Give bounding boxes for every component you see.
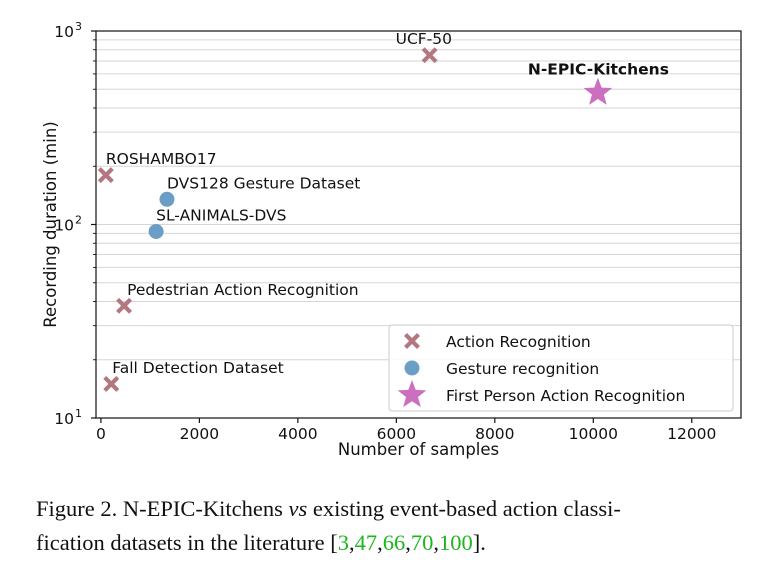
point-label: DVS128 Gesture Dataset [167, 174, 360, 192]
y-axis-label: Recording duration (min) [41, 121, 60, 327]
caption-vs: vs [288, 496, 308, 521]
citation-ref[interactable]: 70 [410, 530, 434, 555]
cross-marker [421, 47, 438, 64]
legend-marker [397, 380, 427, 408]
legend-label: Action Recognition [446, 333, 591, 351]
x-tick-label: 10000 [569, 425, 618, 443]
caption-line-2: fication datasets in the literature [3,4… [36, 530, 486, 555]
legend-label: First Person Action Recognition [446, 387, 685, 405]
legend-label: Gesture recognition [446, 360, 599, 378]
circle-marker [159, 191, 175, 207]
point-label: SL-ANIMALS-DVS [156, 207, 286, 225]
caption-line2-before: fication datasets in the literature [ [36, 530, 338, 555]
figure-caption: Figure 2. N-EPIC-Kitchens vs existing ev… [36, 492, 756, 560]
x-marker [116, 297, 133, 314]
legend-box [388, 324, 734, 412]
y-tick-label: 10 [54, 217, 74, 235]
citation-ref[interactable]: 66 [382, 530, 406, 555]
citation-ref[interactable]: 3 [337, 530, 350, 555]
caption-title: N-EPIC-Kitchens [122, 496, 283, 521]
x-marker [404, 333, 420, 349]
legend-marker [404, 333, 420, 349]
cross-marker [116, 297, 133, 314]
x-tick-label: 2000 [180, 425, 219, 443]
star-marker [583, 77, 613, 105]
point-label: ROSHAMBO17 [106, 150, 217, 168]
caption-text: existing event-based action classi- [312, 496, 621, 521]
legend-marker [404, 360, 420, 376]
cross-marker [103, 375, 120, 392]
y-tick-exponent: 2 [75, 214, 82, 227]
x-tick-label: 4000 [278, 425, 317, 443]
caption-line-1: Figure 2. N-EPIC-Kitchens vs existing ev… [36, 492, 756, 526]
y-tick-label: 10 [54, 410, 74, 428]
point-label: Pedestrian Action Recognition [127, 281, 359, 299]
caption-figure-label: Figure 2. [36, 496, 118, 521]
x-marker [421, 47, 438, 64]
caption-line2-after: ]. [472, 530, 486, 555]
citation-ref[interactable]: 47 [354, 530, 378, 555]
cross-marker [97, 167, 114, 184]
y-tick-exponent: 1 [75, 407, 82, 420]
y-tick-label: 10 [54, 23, 74, 41]
circle-marker [148, 224, 164, 240]
citation-ref[interactable]: 100 [439, 530, 473, 555]
point-label: N-EPIC-Kitchens [528, 61, 669, 79]
y-tick-exponent: 3 [75, 20, 82, 33]
x-tick-label: 0 [96, 425, 106, 443]
x-axis-label: Number of samples [338, 440, 499, 459]
x-tick-label: 6000 [377, 425, 416, 443]
point-label: Fall Detection Dataset [112, 359, 283, 377]
x-tick-label: 12000 [667, 425, 716, 443]
x-marker [103, 375, 120, 392]
point-label: UCF-50 [396, 30, 452, 48]
x-marker [97, 167, 114, 184]
x-tick-label: 8000 [475, 425, 514, 443]
